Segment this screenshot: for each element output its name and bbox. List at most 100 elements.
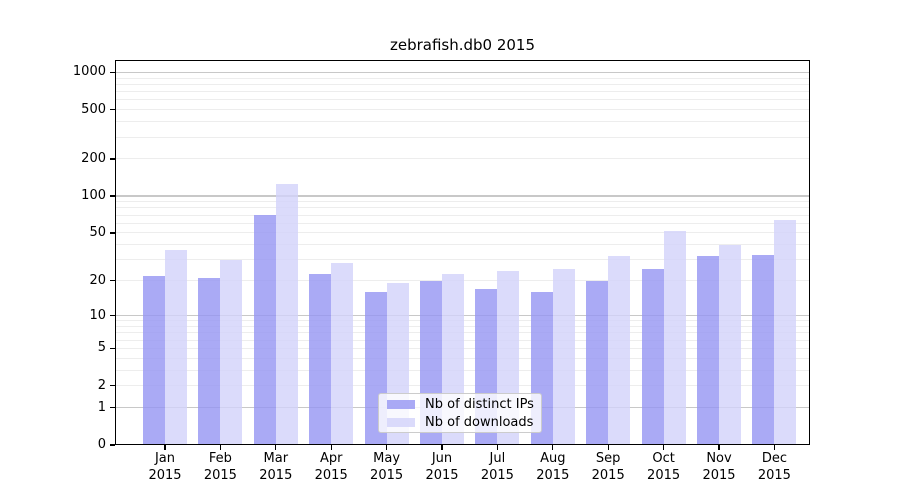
y-tick-label: 2	[97, 377, 106, 393]
x-tick	[773, 445, 776, 450]
x-tick	[385, 445, 388, 450]
minor-gridline	[115, 136, 810, 138]
x-tick-label: Jan 2015	[133, 451, 197, 484]
x-tick-year: 2015	[425, 467, 459, 483]
bar-distinct-ips	[253, 215, 276, 445]
minor-gridline	[115, 158, 810, 160]
minor-gridline	[115, 214, 810, 216]
y-tick	[110, 195, 115, 197]
x-tick-year: 2015	[259, 467, 293, 483]
x-tick-month: Dec	[761, 451, 787, 466]
bar-distinct-ips	[697, 256, 719, 445]
x-tick	[164, 445, 166, 450]
y-tick	[110, 406, 115, 409]
x-tick-year: 2015	[757, 467, 791, 483]
y-tick	[110, 385, 115, 387]
x-tick-year: 2015	[203, 467, 237, 483]
y-tick	[110, 158, 115, 160]
chart-title: zebrafish.db0 2015	[389, 36, 536, 54]
minor-gridline	[115, 77, 810, 79]
x-tick-year: 2015	[536, 467, 570, 483]
bar-distinct-ips	[198, 278, 221, 445]
x-tick-month: Nov	[706, 451, 732, 466]
bar-distinct-ips	[752, 254, 775, 445]
y-tick-label: 1000	[72, 64, 106, 80]
x-tick-month: Jan	[154, 451, 176, 466]
y-tick	[110, 280, 115, 282]
x-tick-month: Jul	[489, 451, 506, 466]
x-tick-label: Jul 2015	[465, 451, 529, 484]
x-tick-month: Sep	[595, 451, 621, 466]
x-tick-label: Nov 2015	[687, 451, 751, 484]
minor-gridline	[115, 222, 810, 224]
x-tick-year: 2015	[370, 467, 404, 483]
bar-downloads	[165, 250, 187, 445]
legend-label-distinct-ips: Nb of distinct IPs	[425, 396, 534, 412]
y-tick-label: 0	[97, 437, 106, 452]
y-tick	[110, 71, 115, 74]
y-tick-label: 1	[97, 399, 106, 415]
x-tick	[330, 445, 332, 450]
minor-gridline	[115, 259, 810, 261]
legend-swatch-downloads	[387, 417, 415, 427]
x-tick-month: Jun	[431, 451, 453, 466]
y-tick-label: 10	[89, 307, 106, 323]
major-gridline	[115, 71, 810, 73]
bar-downloads	[608, 256, 631, 445]
y-tick-label: 20	[89, 272, 106, 288]
x-tick-label: Sep 2015	[576, 451, 640, 484]
x-tick-year: 2015	[148, 467, 182, 483]
y-tick-label: 200	[81, 150, 106, 166]
x-tick-label: Aug 2015	[521, 451, 585, 484]
legend-row-downloads: Nb of downloads	[387, 414, 533, 430]
bar-downloads	[275, 183, 298, 445]
bar-downloads	[552, 269, 575, 445]
minor-gridline	[115, 201, 810, 203]
x-tick-year: 2015	[480, 467, 514, 483]
x-tick-label: Oct 2015	[632, 451, 696, 484]
bar-downloads	[331, 263, 354, 445]
minor-gridline	[115, 121, 810, 123]
x-tick-year: 2015	[591, 467, 625, 483]
x-tick-label: Apr 2015	[299, 451, 363, 484]
bar-distinct-ips	[586, 280, 609, 445]
legend-swatch-distinct-ips	[387, 399, 415, 409]
x-tick	[441, 445, 443, 450]
minor-gridline	[115, 207, 810, 209]
y-tick	[110, 347, 115, 350]
bar-downloads	[663, 230, 686, 445]
bar-downloads	[774, 219, 797, 445]
bar-distinct-ips	[143, 275, 165, 445]
y-tick-label: 50	[89, 224, 106, 240]
legend-label-downloads: Nb of downloads	[425, 414, 534, 430]
x-tick-label: Jun 2015	[410, 451, 474, 484]
x-tick-month: Mar	[263, 451, 289, 466]
y-tick	[110, 444, 115, 446]
x-tick-month: Feb	[208, 451, 232, 466]
y-tick	[110, 314, 115, 317]
minor-gridline	[115, 83, 810, 85]
x-tick-month: Apr	[319, 451, 343, 466]
y-tick	[110, 232, 115, 234]
legend: Nb of distinct IPs Nb of downloads	[378, 393, 542, 433]
y-tick-label: 500	[81, 101, 106, 117]
bar-distinct-ips	[641, 269, 664, 445]
x-tick-year: 2015	[702, 467, 736, 483]
x-tick	[607, 445, 609, 450]
x-tick-month: May	[373, 451, 401, 466]
minor-gridline	[115, 99, 810, 101]
x-tick-month: Aug	[540, 451, 566, 466]
x-tick-month: Oct	[652, 451, 675, 466]
x-tick-label: Mar 2015	[244, 451, 308, 484]
x-tick-year: 2015	[314, 467, 348, 483]
minor-gridline	[115, 244, 810, 246]
x-tick	[552, 445, 554, 450]
major-gridline	[115, 195, 810, 197]
x-tick-year: 2015	[647, 467, 681, 483]
x-tick	[662, 445, 665, 450]
bar-distinct-ips	[309, 273, 332, 445]
minor-gridline	[115, 109, 810, 111]
x-tick-label: May 2015	[355, 451, 419, 484]
x-tick-label: Feb 2015	[188, 451, 252, 484]
